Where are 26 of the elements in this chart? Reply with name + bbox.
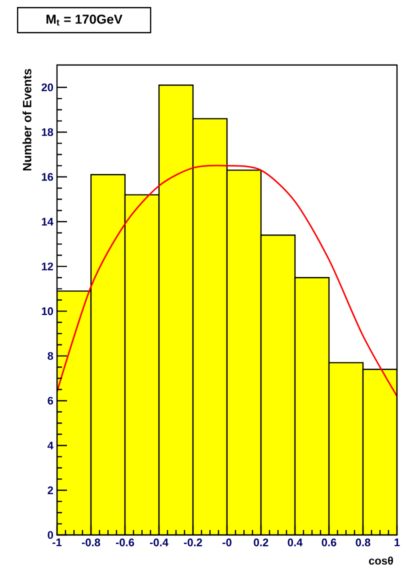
x-tick-label: 0.6 [322,538,336,546]
x-tick-label: 0.4 [288,538,303,546]
y-tick-label: 12 [42,262,54,270]
y-tick-label: 0 [48,531,54,539]
y-tick-label: 8 [48,352,54,360]
x-tick-label: 1 [394,538,400,546]
x-tick-label: -0.6 [116,538,134,546]
line-series [57,164,398,397]
x-tick-label: -0.8 [82,538,100,546]
y-tick-label: 2 [48,486,54,494]
y-tick-label: 14 [42,218,54,226]
y-tick-label: 16 [42,173,54,181]
x-tick-label: -0 [222,538,232,546]
x-tick-label: -1 [52,538,62,546]
y-tick-label: 4 [48,442,54,450]
x-tick-label: 0.2 [254,538,268,546]
x-tick-label: 0.8 [356,538,370,546]
y-tick-label: 6 [48,396,54,405]
y-tick-label: 20 [42,83,54,92]
y-axis-title: Number of Events [22,69,32,170]
y-tick-label: 10 [42,307,54,316]
x-tick-label: -0.2 [184,538,202,546]
x-axis-title: cosθ [368,556,393,565]
y-tick-label: 18 [42,128,54,136]
x-tick-label: -0.4 [150,538,168,546]
chart-title: M$_{t}$ = 170GeV [46,14,122,26]
